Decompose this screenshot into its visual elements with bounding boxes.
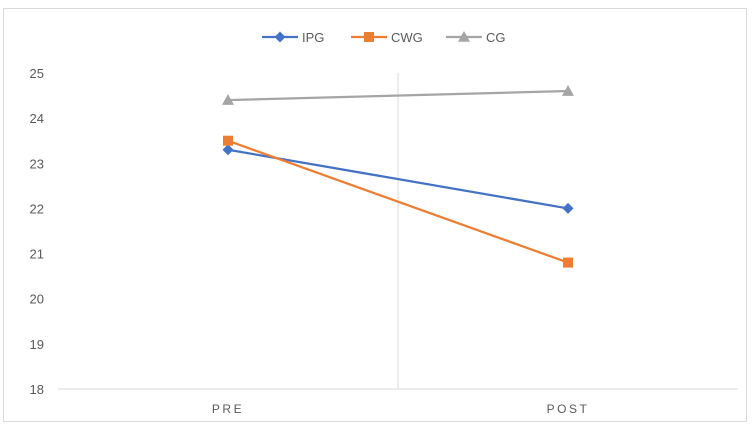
legend-ipg-label: IPG	[302, 30, 324, 45]
series-ipg-point	[222, 144, 234, 156]
legend-cg-marker	[458, 31, 470, 42]
y-tick-label: 22	[30, 201, 44, 216]
series-cg-point	[562, 85, 574, 96]
y-tick-label: 20	[30, 292, 44, 307]
x-tick-label: PRE	[212, 402, 244, 416]
series-cg-line	[227, 89, 569, 102]
x-tick-label: POST	[547, 402, 590, 416]
y-tick-label: 24	[30, 111, 44, 126]
legend-cwg-label: CWG	[391, 30, 423, 45]
series-cwg-point	[223, 135, 233, 146]
x-axis: PRE POST	[58, 388, 738, 416]
series-cg-point	[222, 94, 234, 105]
legend-ipg-marker	[274, 31, 286, 43]
y-axis: 25 24 23 22 21 20 19 18	[30, 66, 44, 397]
y-tick-label: 23	[30, 156, 44, 171]
series-ipg-line	[227, 148, 569, 210]
legend: IPG CWG CG	[262, 30, 506, 45]
series-cwg-line	[227, 139, 569, 264]
legend-cg-label: CG	[486, 30, 506, 45]
y-tick-label: 25	[30, 66, 44, 81]
series-ipg-point	[562, 202, 574, 214]
y-tick-label: 18	[30, 382, 44, 397]
series-layer	[222, 85, 574, 268]
chart-frame	[3, 8, 747, 422]
legend-cwg-marker	[364, 32, 374, 42]
y-tick-label: 19	[30, 337, 44, 352]
series-cwg-point	[563, 257, 573, 268]
y-tick-label: 21	[30, 247, 44, 262]
